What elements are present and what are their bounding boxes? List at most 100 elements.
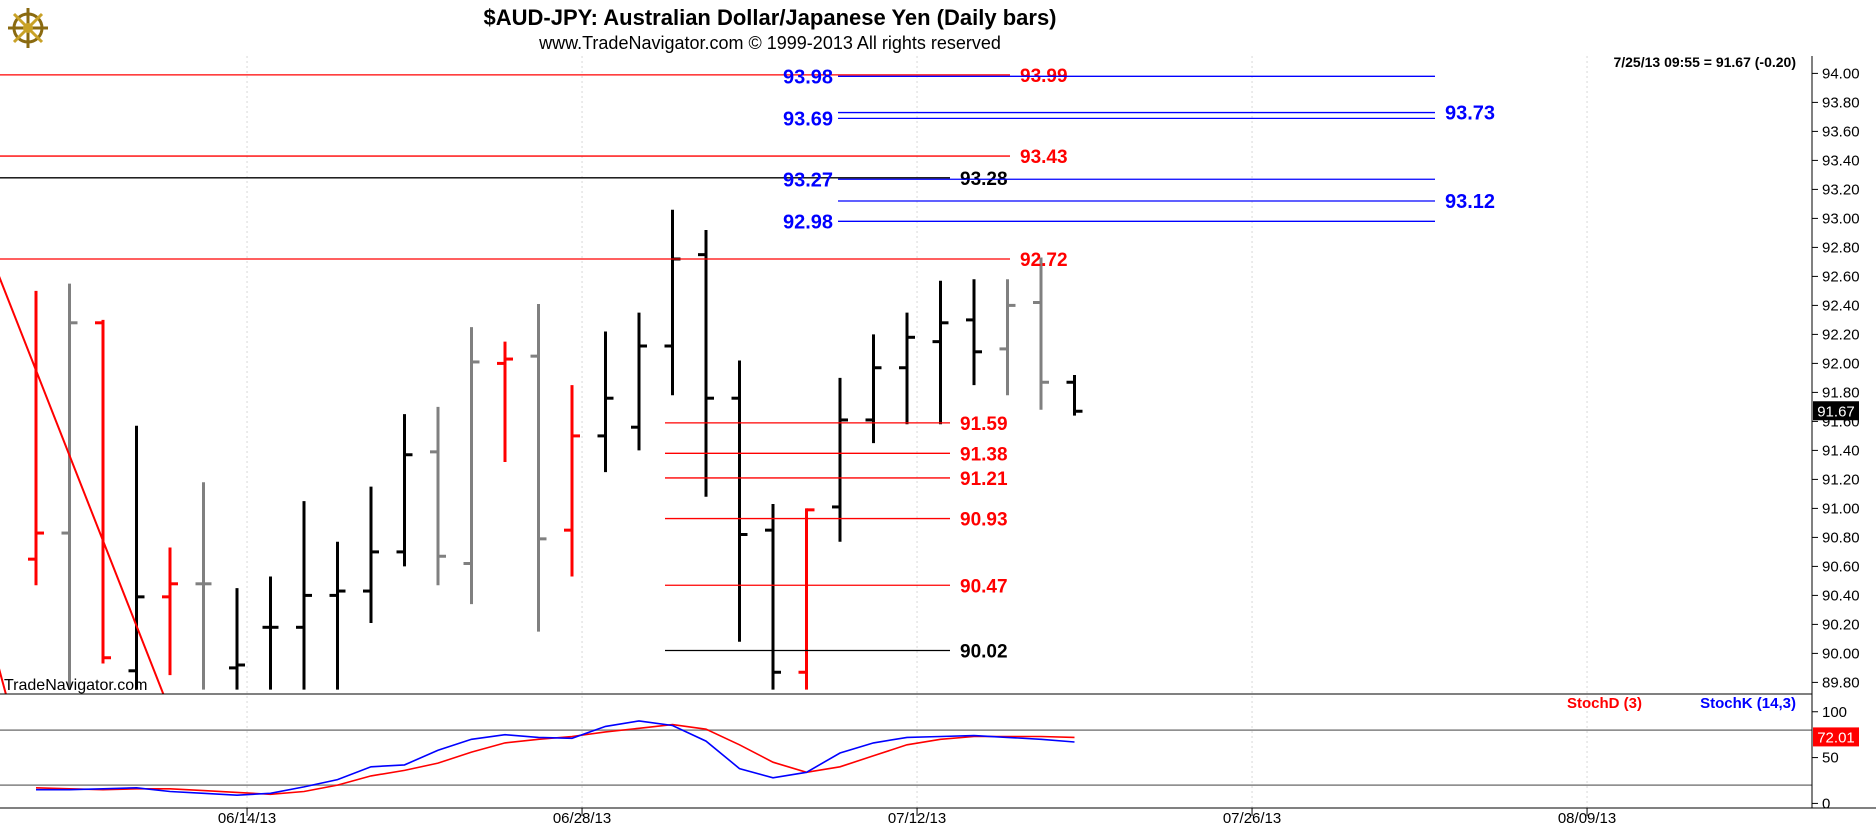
price-bar — [765, 504, 781, 690]
last-price-label: 91.67 — [1817, 403, 1855, 420]
price-bar — [698, 230, 714, 497]
price-tick-label: 92.80 — [1822, 239, 1860, 256]
level-label: 93.12 — [1445, 191, 1495, 213]
price-bar — [1066, 375, 1083, 416]
level-red: 91.21 — [665, 469, 1008, 490]
date-ticks: 06/14/13 06/28/13 07/12/13 07/26/13 08/09/13 — [218, 808, 1616, 827]
price-tick-label: 92.00 — [1822, 355, 1860, 372]
level-red: 91.59 — [665, 414, 1008, 435]
level-label: 92.98 — [783, 211, 833, 233]
price-tick-label: 92.60 — [1822, 268, 1860, 285]
price-bar — [95, 319, 111, 664]
date-tick-label: 07/26/13 — [1223, 810, 1281, 827]
trendlines — [0, 276, 165, 695]
price-tick-label: 93.20 — [1822, 181, 1860, 198]
stoch-series-line — [35, 723, 1075, 796]
price-bar — [899, 312, 915, 425]
price-bar — [932, 280, 949, 425]
price-ticks: 94.00 93.80 93.60 93.40 93.20 93.00 92.80 92.60… — [1812, 65, 1860, 691]
level-blue: 93.27 — [783, 169, 1435, 191]
logo-icon — [8, 8, 48, 48]
level-red: 90.47 — [665, 576, 1008, 597]
price-bar — [229, 588, 245, 690]
date-tick-label: 08/09/13 — [1558, 810, 1616, 827]
price-tick-label: 92.20 — [1822, 326, 1860, 343]
last-price-marker: 91.67 — [1813, 401, 1859, 421]
price-bar — [430, 406, 446, 586]
last-stoch-marker: 72.01 — [1813, 727, 1859, 747]
price-bars — [28, 209, 1083, 690]
date-tick-label: 06/28/13 — [553, 810, 611, 827]
chart-subtitle: www.TradeNavigator.com © 1999-2013 All r… — [538, 33, 1001, 53]
watermark: TradeNavigator.com — [4, 677, 147, 694]
level-red: 91.38 — [665, 444, 1008, 465]
stoch-tick-label: 100 — [1822, 704, 1847, 721]
price-bar — [61, 283, 78, 690]
date-tick-label: 07/12/13 — [888, 810, 946, 827]
level-blue: 93.12 — [838, 191, 1495, 213]
price-tick-label: 90.40 — [1822, 587, 1860, 604]
price-bar — [999, 279, 1016, 396]
chart-title: $AUD-JPY: Australian Dollar/Japanese Yen… — [483, 5, 1056, 30]
price-bar — [329, 541, 346, 690]
price-bar — [128, 425, 145, 690]
level-black: 90.02 — [665, 642, 1008, 663]
level-label: 93.27 — [783, 169, 833, 191]
price-tick-label: 93.40 — [1822, 152, 1860, 169]
price-bar — [497, 341, 513, 462]
price-bar — [463, 327, 480, 605]
price-bar — [363, 486, 379, 623]
level-label: 93.98 — [783, 66, 833, 88]
price-tick-label: 91.20 — [1822, 471, 1860, 488]
price-panel: 93.9993.4393.2892.7291.5991.3891.2190.93… — [0, 54, 1876, 808]
stoch-lines — [35, 720, 1075, 797]
level-label: 91.21 — [960, 469, 1008, 490]
price-bar — [832, 377, 848, 542]
stoch-tick-label: 0 — [1822, 795, 1830, 812]
price-bar — [262, 576, 279, 690]
price-bar — [597, 331, 614, 473]
y-axis: 94.00 93.80 93.60 93.40 93.20 93.00 92.80 92.60… — [1811, 56, 1876, 828]
legend-stochd: StochD (3) — [1567, 695, 1642, 712]
price-bar — [865, 334, 882, 444]
legend-stochk: StochK (14,3) — [1700, 695, 1796, 712]
price-gridlines — [246, 56, 1588, 808]
date-tick-label: 06/14/13 — [218, 810, 276, 827]
price-tick-label: 91.00 — [1822, 500, 1860, 517]
price-bar — [195, 482, 212, 690]
price-bar — [396, 414, 413, 567]
price-tick-label: 92.40 — [1822, 297, 1860, 314]
x-axis: 06/14/13 06/28/13 07/12/13 07/26/13 08/09/13 — [0, 807, 1876, 827]
trendline — [0, 276, 165, 695]
y-axis-background — [1812, 56, 1876, 828]
price-tick-label: 91.80 — [1822, 384, 1860, 401]
price-bar — [28, 290, 44, 586]
level-red: 90.93 — [665, 510, 1008, 531]
price-tick-label: 90.00 — [1822, 645, 1860, 662]
level-label: 90.47 — [960, 576, 1008, 597]
level-red: 92.72 — [0, 250, 1068, 271]
fib-levels: 93.9993.4393.2892.7291.5991.3891.2190.93… — [0, 66, 1495, 663]
price-bar — [162, 547, 178, 676]
price-bar — [731, 360, 748, 642]
level-label: 92.72 — [1020, 250, 1068, 271]
header-background — [0, 0, 1876, 56]
price-tick-label: 91.40 — [1822, 442, 1860, 459]
level-label: 91.38 — [960, 444, 1008, 465]
price-bar — [564, 385, 580, 577]
price-bar — [966, 279, 982, 386]
level-red: 93.43 — [0, 147, 1068, 168]
price-tick-label: 89.80 — [1822, 674, 1860, 691]
stoch-tick-label: 50 — [1822, 750, 1839, 767]
level-label: 93.69 — [783, 108, 833, 130]
stoch-gridlines — [0, 729, 1812, 786]
level-blue: 93.73 — [838, 103, 1495, 125]
price-bar — [631, 312, 647, 451]
price-bar — [530, 303, 547, 632]
level-blue: 93.98 — [783, 66, 1435, 88]
price-tick-label: 93.60 — [1822, 123, 1860, 140]
price-tick-label: 90.60 — [1822, 558, 1860, 575]
price-tick-label: 94.00 — [1822, 65, 1860, 82]
